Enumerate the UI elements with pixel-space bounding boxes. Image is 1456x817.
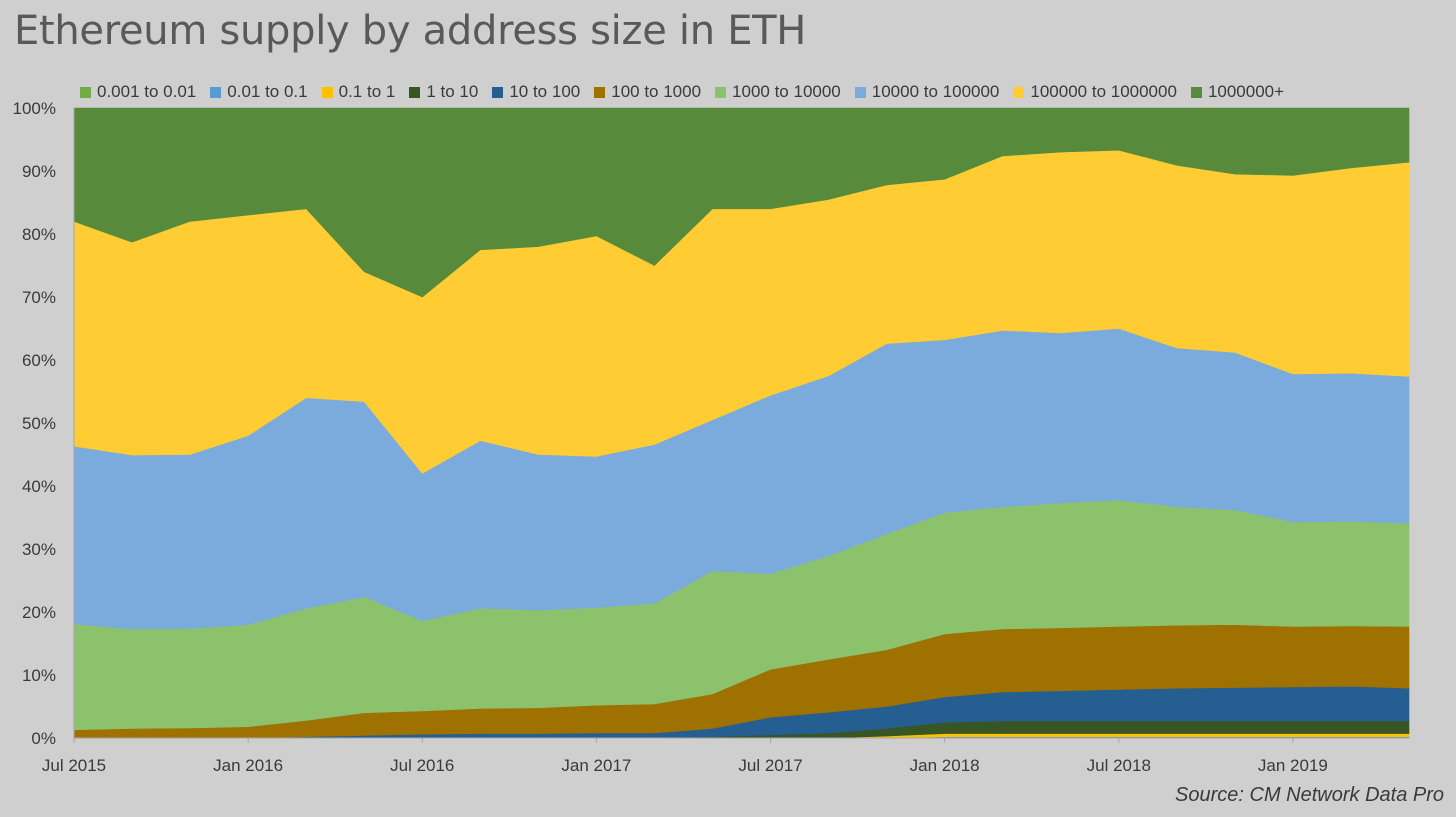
legend-label: 1000000+ bbox=[1207, 82, 1285, 101]
x-tick-label: Jul 2017 bbox=[738, 756, 802, 775]
legend-label: 1 to 10 bbox=[426, 82, 479, 101]
legend-label: 10 to 100 bbox=[509, 82, 581, 101]
legend-label: 10000 to 100000 bbox=[871, 82, 1000, 101]
legend-label: 100 to 1000 bbox=[611, 82, 702, 101]
x-tick-label: Jan 2018 bbox=[910, 756, 980, 775]
legend-swatch bbox=[854, 86, 866, 98]
legend-item: 0.01 to 0.1 bbox=[210, 82, 308, 102]
y-tick-label: 30% bbox=[22, 540, 56, 559]
x-tick-label: Jul 2018 bbox=[1087, 756, 1151, 775]
x-tick-label: Jul 2016 bbox=[390, 756, 454, 775]
x-tick-label: Jan 2019 bbox=[1258, 756, 1328, 775]
legend-swatch bbox=[321, 86, 333, 98]
legend-swatch bbox=[594, 86, 606, 98]
legend-swatch bbox=[409, 86, 421, 98]
y-tick-label: 10% bbox=[22, 666, 56, 685]
legend-item: 100 to 1000 bbox=[594, 82, 701, 102]
legend-swatch bbox=[80, 86, 91, 98]
legend-swatch bbox=[492, 86, 504, 98]
area-series bbox=[73, 107, 1410, 298]
legend-label: 0.1 to 1 bbox=[338, 82, 396, 101]
legend-item: 0.001 to 0.01 bbox=[80, 82, 196, 102]
legend-item: 1000 to 10000 bbox=[715, 82, 841, 102]
y-tick-label: 50% bbox=[22, 414, 56, 433]
legend-swatch bbox=[1190, 86, 1202, 98]
legend-item: 1000000+ bbox=[1190, 82, 1285, 102]
legend-item: 100000 to 1000000 bbox=[1013, 82, 1177, 102]
legend-label: 1000 to 10000 bbox=[732, 82, 841, 101]
chart-title: Ethereum supply by address size in ETH bbox=[14, 8, 807, 54]
legend-item: 1 to 10 bbox=[409, 82, 478, 102]
x-tick-label: Jan 2016 bbox=[213, 756, 283, 775]
legend-label: 0.001 to 0.01 bbox=[97, 82, 197, 101]
y-tick-label: 70% bbox=[22, 288, 56, 307]
y-tick-label: 0% bbox=[31, 729, 56, 748]
y-tick-label: 60% bbox=[22, 351, 56, 370]
source-note: Source: CM Network Data Pro bbox=[1175, 784, 1444, 806]
x-tick-label: Jan 2017 bbox=[561, 756, 631, 775]
legend-item: 10 to 100 bbox=[492, 82, 580, 102]
y-tick-label: 80% bbox=[22, 225, 56, 244]
legend-swatch bbox=[210, 86, 222, 98]
chart-legend: 0.001 to 0.01 0.01 to 0.1 0.1 to 1 1 to 10 1… bbox=[80, 82, 1284, 102]
legend-swatch bbox=[1013, 86, 1025, 98]
y-tick-label: 90% bbox=[22, 162, 56, 181]
y-tick-label: 100% bbox=[13, 99, 56, 118]
x-tick-label: Jul 2015 bbox=[42, 756, 106, 775]
legend-label: 0.01 to 0.1 bbox=[227, 82, 308, 101]
legend-label: 100000 to 1000000 bbox=[1030, 82, 1177, 101]
y-tick-label: 20% bbox=[22, 603, 56, 622]
legend-item: 10000 to 100000 bbox=[854, 82, 1000, 102]
y-tick-label: 40% bbox=[22, 477, 56, 496]
legend-swatch bbox=[715, 86, 727, 98]
legend-item: 0.1 to 1 bbox=[321, 82, 396, 102]
